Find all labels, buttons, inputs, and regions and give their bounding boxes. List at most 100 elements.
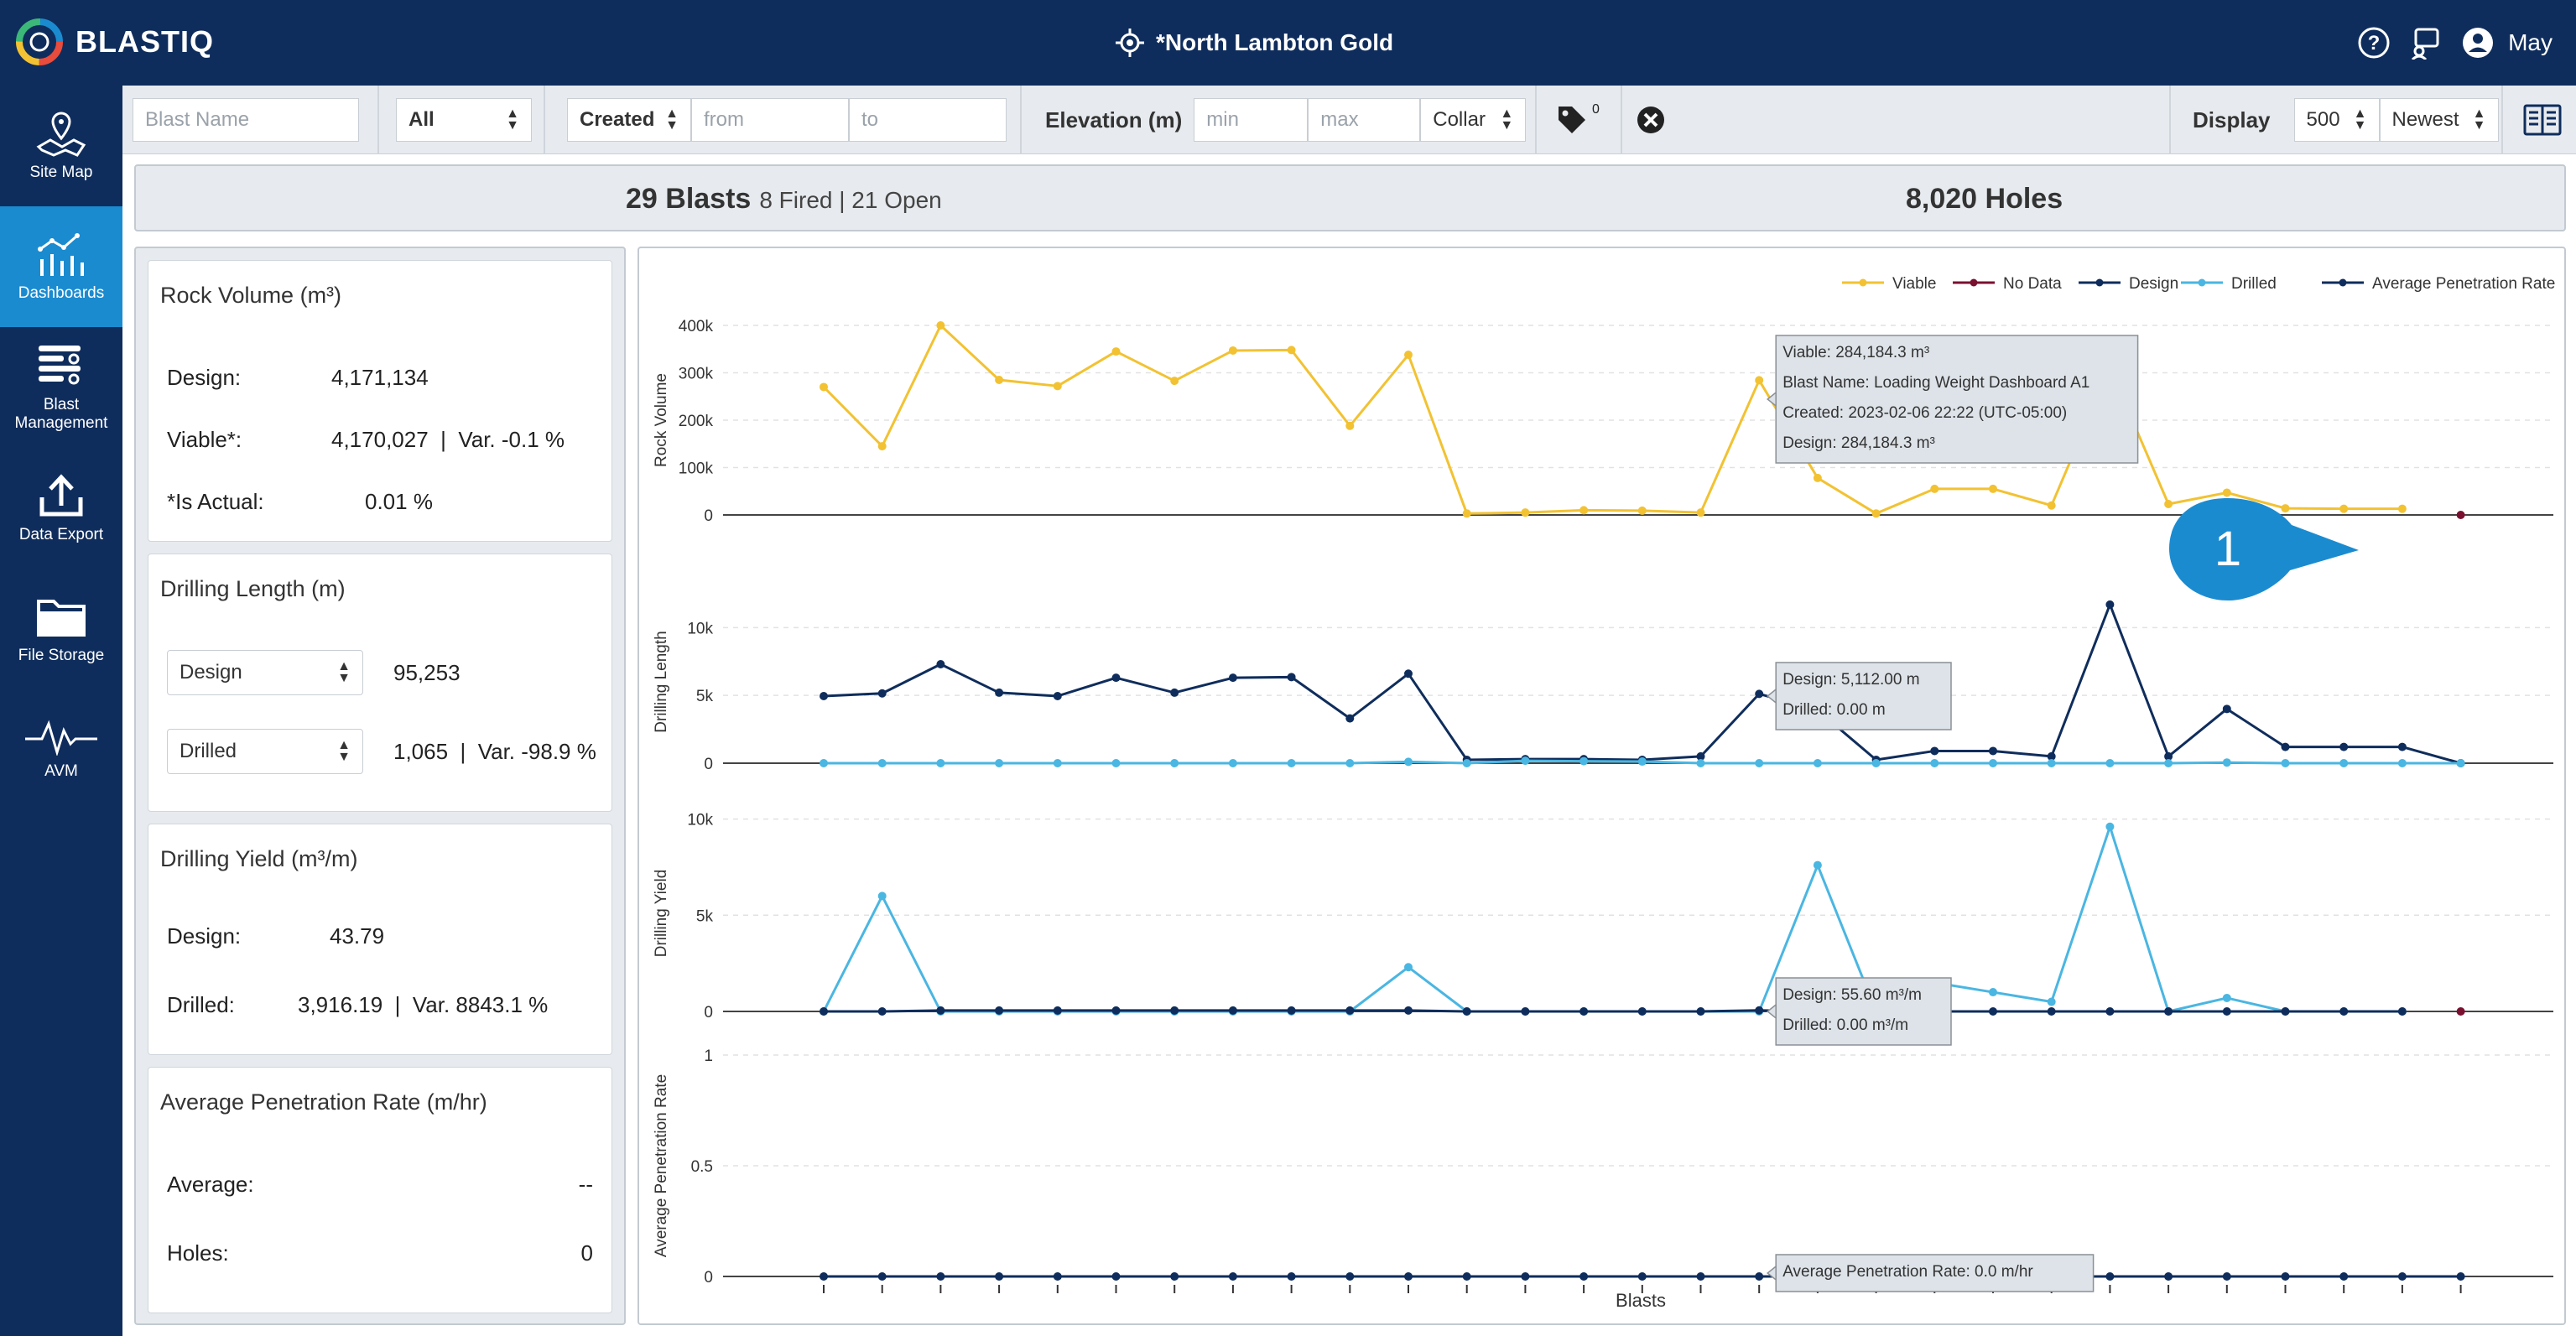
filter-divider bbox=[2169, 86, 2171, 154]
tag-icon bbox=[1559, 107, 1585, 133]
sort-select[interactable]: Newest ▲ ▼ bbox=[2379, 98, 2499, 142]
clear-filters-button[interactable] bbox=[1636, 86, 1666, 154]
card-title: Average Penetration Rate (m/hr) bbox=[160, 1089, 487, 1115]
status-select[interactable]: All ▲ ▼ bbox=[396, 98, 532, 142]
data-point bbox=[1462, 509, 1471, 518]
data-point bbox=[877, 689, 887, 698]
data-point bbox=[820, 1272, 828, 1281]
legend-marker bbox=[2339, 278, 2347, 287]
data-point bbox=[2281, 1007, 2290, 1016]
legend-marker bbox=[2095, 278, 2104, 287]
sidebar-item-label: AVM bbox=[44, 762, 78, 780]
tag-filter-button[interactable]: 0 bbox=[1555, 86, 1600, 154]
site-selector[interactable]: *North Lambton Gold bbox=[1116, 23, 1393, 62]
sidebar-item-avm[interactable]: AVM bbox=[0, 689, 122, 810]
app-logo[interactable]: BLASTIQ bbox=[15, 15, 214, 69]
legend-label: No Data bbox=[2003, 275, 2062, 293]
help-icon[interactable]: ? bbox=[2355, 24, 2392, 61]
tooltip-drilling-yield-text: Drilled: 0.00 m³/m bbox=[1782, 1016, 1908, 1034]
data-point bbox=[1755, 759, 1764, 767]
elevation-ref-select[interactable]: Collar ▲ ▼ bbox=[1420, 98, 1527, 142]
legend-label: Viable bbox=[1892, 275, 1936, 293]
data-point bbox=[877, 1007, 887, 1016]
card-title: Drilling Length (m) bbox=[160, 576, 346, 601]
dashboards-icon bbox=[38, 233, 84, 276]
y-axis-label: Drilling Length bbox=[653, 631, 670, 732]
data-point bbox=[1228, 673, 1237, 683]
elevation-ref-value: Collar bbox=[1433, 108, 1486, 131]
date-to-input[interactable]: to bbox=[849, 98, 1007, 142]
report-button[interactable] bbox=[2523, 86, 2562, 154]
data-point bbox=[2222, 993, 2231, 1002]
blast-name-input[interactable]: Blast Name bbox=[133, 98, 359, 142]
data-point bbox=[1111, 1272, 1121, 1281]
data-point bbox=[1053, 1272, 1062, 1281]
data-point bbox=[1462, 1007, 1471, 1016]
series-line bbox=[822, 825, 2402, 1013]
data-point bbox=[1755, 1272, 1764, 1281]
data-point bbox=[1696, 508, 1705, 517]
tooltip-apr-pointer bbox=[1766, 1265, 1777, 1281]
y-tick-label: 10k bbox=[687, 812, 713, 829]
data-point bbox=[1228, 346, 1237, 355]
sidebar-item-file-storage[interactable]: File Storage bbox=[0, 569, 122, 689]
drilling-length-select-2[interactable]: Drilled ▲ ▼ bbox=[167, 729, 363, 774]
data-point bbox=[1637, 506, 1647, 515]
elevation-max-input[interactable]: max bbox=[1308, 98, 1421, 142]
data-point bbox=[1813, 473, 1822, 482]
data-point bbox=[2164, 1007, 2173, 1016]
user-icon[interactable] bbox=[2459, 24, 2496, 61]
select-caret-icon: ▲ ▼ bbox=[506, 107, 519, 133]
data-point bbox=[877, 1272, 887, 1281]
tooltip-apr-box bbox=[1775, 1254, 2095, 1292]
blast-charts[interactable]: Viable No Data Design Drilled Average Penetr… bbox=[639, 248, 2564, 1323]
y-tick-label: 5k bbox=[696, 688, 714, 705]
sidebar-item-dashboards[interactable]: Dashboards bbox=[0, 206, 122, 327]
data-point bbox=[1404, 669, 1413, 678]
data-point bbox=[2164, 751, 2173, 761]
data-point bbox=[2456, 759, 2465, 767]
data-point bbox=[1462, 759, 1471, 767]
sidebar-item-data-export[interactable]: Data Export bbox=[0, 448, 122, 569]
tooltip-drilling-length-pointer bbox=[1766, 688, 1777, 704]
date-type-select[interactable]: Created ▲ ▼ bbox=[567, 98, 691, 142]
chat-icon[interactable] bbox=[2407, 24, 2444, 61]
y-tick-label: 0.5 bbox=[691, 1158, 713, 1176]
date-from-input[interactable]: from bbox=[691, 98, 849, 142]
drilling-length-select-1[interactable]: Design ▲ ▼ bbox=[167, 650, 363, 695]
data-point bbox=[1989, 988, 1997, 997]
display-label: Display bbox=[2193, 107, 2271, 133]
y-axis-label: Average Penetration Rate bbox=[653, 1074, 670, 1257]
display-count-select[interactable]: 500 ▲ ▼ bbox=[2293, 98, 2380, 142]
data-point bbox=[1111, 673, 1121, 683]
data-point bbox=[1345, 1006, 1355, 1015]
data-point bbox=[2281, 1272, 2290, 1281]
data-point bbox=[1228, 1272, 1237, 1281]
y-tick-label: 100k bbox=[679, 460, 714, 478]
elevation-min-input[interactable]: min bbox=[1194, 98, 1309, 142]
data-point bbox=[1930, 759, 1939, 767]
average-label: Average: bbox=[167, 1172, 254, 1197]
data-point bbox=[1287, 759, 1296, 767]
y-tick-label: 5k bbox=[696, 907, 714, 925]
sidebar-item-blast-management[interactable]: Blast Management bbox=[0, 327, 122, 448]
data-point bbox=[995, 375, 1004, 384]
sidebar-item-site-map[interactable]: Site Map bbox=[0, 86, 122, 206]
user-name[interactable]: May bbox=[2508, 29, 2553, 55]
tooltip-apr-text: Average Penetration Rate: 0.0 m/hr bbox=[1782, 1263, 2033, 1281]
site-name: *North Lambton Gold bbox=[1156, 29, 1394, 55]
data-point bbox=[995, 759, 1004, 767]
data-point bbox=[2397, 1272, 2407, 1281]
tooltip-drilling-yield-pointer bbox=[1766, 1003, 1777, 1020]
clear-filter-icon bbox=[1637, 107, 1664, 133]
drilling-length-value-2: 1,065 | Var. -98.9 % bbox=[393, 739, 596, 764]
drilling-length-value-1: 95,253 bbox=[393, 660, 461, 685]
filter-divider bbox=[544, 86, 545, 154]
data-point bbox=[2456, 1272, 2465, 1281]
blast-management-icon bbox=[39, 346, 81, 385]
tooltip-rock-volume-text: Viable: 284,184.3 m³ bbox=[1782, 344, 1929, 361]
card-title: Rock Volume (m³) bbox=[160, 283, 342, 308]
data-point bbox=[1404, 757, 1413, 767]
legend-label: Drilled bbox=[2231, 275, 2277, 293]
data-point bbox=[2047, 1007, 2056, 1016]
